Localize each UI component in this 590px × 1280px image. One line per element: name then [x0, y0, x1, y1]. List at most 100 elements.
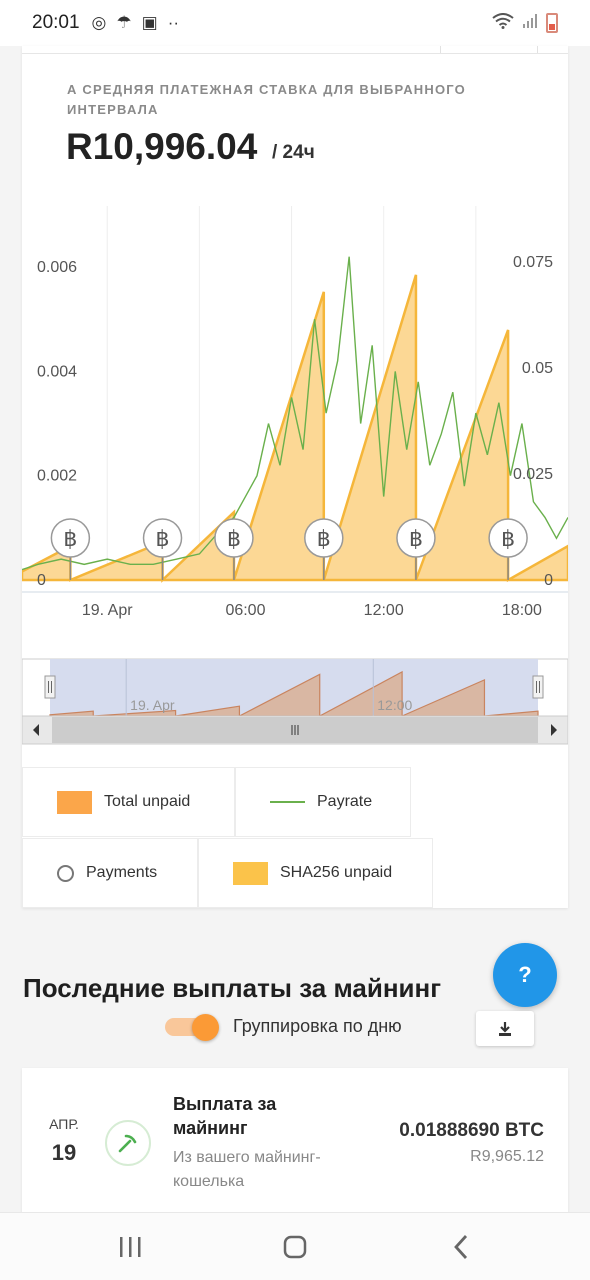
pickaxe-icon — [105, 1120, 151, 1166]
payment-markers: ฿ ฿ ฿ ฿ ฿ ฿ — [50, 518, 528, 580]
umbrella-icon: ☂ — [116, 13, 132, 32]
chart-navigator[interactable]: 19. Apr 12:00 — [22, 658, 568, 745]
sha256-unpaid-swatch — [233, 861, 268, 885]
system-icons — [492, 13, 558, 33]
payments-swatch — [57, 864, 74, 882]
group-by-day-toggle[interactable] — [165, 1014, 219, 1041]
legend-label: Total unpaid — [104, 793, 191, 810]
download-button[interactable] — [476, 1011, 534, 1046]
left-axis-tick: 0 — [37, 572, 46, 589]
back-button[interactable] — [440, 1229, 480, 1265]
payrate-swatch — [270, 801, 305, 803]
payout-amount: 0.01888690 BTC — [399, 1120, 544, 1141]
legend-label: Payrate — [317, 793, 373, 810]
period-tab[interactable] — [440, 46, 538, 53]
legend-sha256-unpaid[interactable]: SHA256 unpaid — [198, 838, 433, 908]
right-axis-tick: 0.025 — [513, 466, 553, 483]
legend-payrate[interactable]: Payrate — [235, 767, 411, 837]
x-axis-tick: 12:00 — [364, 602, 404, 619]
recent-apps-icon — [120, 1237, 141, 1257]
payrate-chart-card: А СРЕДНЯЯ ПЛАТЕЖНАЯ СТАВКА ДЛЯ ВЫБРАННОГ… — [22, 46, 568, 908]
payout-month: АПР. — [49, 1116, 79, 1132]
notification-icons: ◎ ☂ ▣ ·· — [92, 13, 179, 33]
sync-icon: ◎ — [91, 13, 107, 32]
legend-payments[interactable]: Payments — [22, 838, 198, 908]
left-axis-tick: 0.006 — [37, 259, 77, 276]
rate-unit: / 24ч — [272, 142, 315, 163]
x-axis-tick: 06:00 — [225, 602, 265, 619]
sha256-unpaid-area-path — [22, 274, 568, 583]
navigator-handle[interactable] — [44, 675, 56, 699]
payrate-line — [22, 256, 568, 571]
right-axis-tick: 0.075 — [513, 254, 553, 271]
axis-ticks: 0 0.002 0.004 0.006 0 0.025 0.05 0.075 19. Apr 06… — [37, 254, 553, 619]
x-axis-tick: 18:00 — [502, 602, 542, 619]
status-time: 20:01 — [32, 12, 80, 33]
handle-body — [44, 675, 56, 699]
bitcoin-icon: ฿ — [501, 527, 515, 552]
payment-marker: ฿ — [488, 518, 528, 580]
help-button[interactable]: ? — [493, 943, 557, 1007]
payment-marker-circle — [488, 518, 528, 558]
payout-list-item[interactable]: АПР. 19 Выплата за майнинг Из вашего май… — [22, 1068, 568, 1218]
payment-marker-circle — [214, 518, 254, 558]
handle-body — [532, 675, 544, 699]
x-axis-tick: 19. Apr — [82, 602, 133, 619]
legend-label: SHA256 unpaid — [280, 864, 393, 881]
signal-icon — [522, 13, 538, 33]
right-axis-tick: 0 — [544, 572, 553, 589]
payment-marker: ฿ — [50, 518, 91, 580]
payout-title: Выплата за майнинг — [173, 1094, 277, 1138]
payment-marker: ฿ — [396, 518, 436, 580]
navigator-scrollbar[interactable] — [22, 715, 568, 745]
legend-row-2: Payments SHA256 unpaid — [22, 838, 568, 910]
payment-marker: ฿ — [142, 518, 183, 580]
more-notifications-icon: ·· — [167, 13, 180, 32]
home-icon — [283, 1235, 307, 1259]
payment-marker: ฿ — [304, 518, 344, 580]
scroll-right-arrow-icon — [551, 724, 557, 736]
sha256-unpaid-area — [22, 274, 568, 583]
payout-subtitle: Из вашего майнинг-кошелька — [173, 1149, 321, 1190]
left-axis-tick: 0.002 — [37, 468, 77, 485]
home-button[interactable] — [275, 1229, 315, 1265]
toggle-knob — [192, 1014, 219, 1041]
payment-marker: ฿ — [214, 518, 254, 580]
right-axis-tick: 0.05 — [522, 360, 553, 377]
legend-total-unpaid[interactable]: Total unpaid — [22, 767, 235, 837]
battery-icon — [546, 13, 558, 33]
bitcoin-icon: ฿ — [317, 527, 331, 552]
navigator-handle[interactable] — [532, 675, 544, 699]
image-icon: ▣ — [141, 13, 158, 32]
system-nav-bar — [0, 1212, 590, 1280]
download-icon — [499, 1021, 511, 1036]
recent-apps-button[interactable] — [110, 1229, 150, 1265]
left-axis-tick: 0.004 — [37, 363, 77, 380]
wifi-icon — [492, 13, 514, 33]
legend-row-1: Total unpaid Payrate — [22, 767, 568, 839]
bitcoin-icon: ฿ — [409, 527, 423, 552]
status-bar: 20:01 ◎ ☂ ▣ ·· — [0, 0, 590, 46]
divider — [22, 53, 568, 54]
bitcoin-icon: ฿ — [63, 527, 77, 552]
bitcoin-icon: ฿ — [156, 527, 170, 552]
payment-marker-circle — [50, 518, 91, 558]
payment-marker-circle — [396, 518, 436, 558]
rate-label: А СРЕДНЯЯ ПЛАТЕЖНАЯ СТАВКА ДЛЯ ВЫБРАННОГ… — [67, 82, 466, 117]
payment-marker-circle — [304, 518, 344, 558]
payrate-chart[interactable]: ฿ ฿ ฿ ฿ ฿ ฿ 0 0.002 0.004 0.006 0 0.025 0.05 0.075 19… — [22, 196, 568, 756]
navigator-series — [49, 670, 539, 718]
payment-marker-circle — [142, 518, 183, 558]
payouts-section-title: Последние выплаты за майнинг — [23, 973, 442, 1003]
back-icon — [454, 1235, 468, 1259]
payout-day: 19 — [51, 1140, 77, 1165]
rate-value: R10,996.04 — [66, 126, 258, 167]
navigator-tick: 19. Apr — [130, 697, 175, 713]
bitcoin-icon: ฿ — [227, 527, 241, 552]
navigator-tick: 12:00 — [377, 697, 412, 713]
group-by-day-label: Группировка по дню — [233, 1016, 402, 1036]
payout-fiat: R9,965.12 — [470, 1148, 544, 1165]
legend-label: Payments — [86, 864, 158, 881]
total-unpaid-swatch — [57, 790, 92, 814]
scroll-left-arrow-icon — [33, 724, 39, 736]
